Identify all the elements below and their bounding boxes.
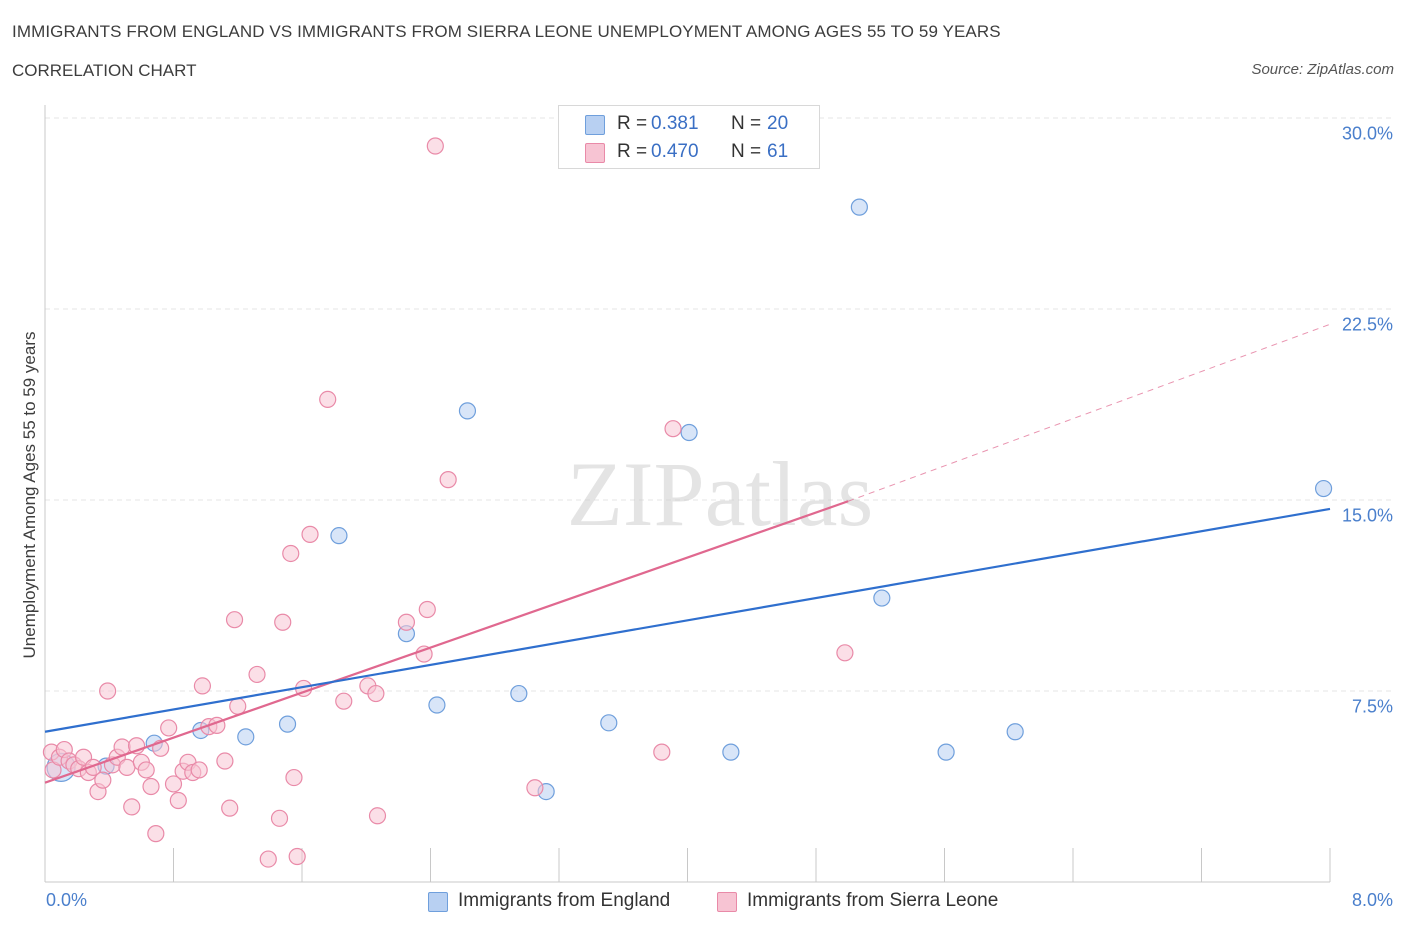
england-trend-line — [44, 507, 1331, 733]
sierra-leone-point — [288, 847, 306, 866]
n-label: N = — [731, 141, 762, 162]
source-label: Source: ZipAtlas.com — [1251, 61, 1394, 78]
x-tick-label-max: 8.0% — [1351, 890, 1393, 910]
sierra-leone-point — [190, 761, 208, 779]
sierra-leone-point — [164, 775, 183, 793]
sierra-leone-point — [397, 613, 416, 631]
england-point — [1006, 723, 1024, 741]
sierra-leone-point — [193, 677, 212, 695]
sierra-leone-point — [229, 697, 247, 715]
england-point — [278, 715, 297, 733]
sierra-leone-point — [118, 758, 136, 777]
sierra-leone-point — [526, 779, 544, 797]
sierra-leone-point — [169, 791, 187, 810]
sierra-leone-point — [319, 390, 337, 409]
england-swatch — [585, 115, 605, 135]
england-point — [722, 743, 740, 761]
england-point — [873, 589, 891, 607]
legend-label-sierra-leone: Immigrants from Sierra Leone — [747, 890, 999, 911]
n-value: 20 — [767, 113, 789, 134]
sierra-leone-point — [836, 644, 854, 662]
sierra-leone-point — [285, 768, 303, 787]
sierra-leone-swatch — [585, 143, 605, 163]
correlation-legend: R = 0.381 N = 20 R = 0.470 N = 61 — [558, 105, 820, 169]
chart-title: IMMIGRANTS FROM ENGLAND VS IMMIGRANTS FR… — [12, 22, 1001, 41]
r-value: 0.470 — [651, 141, 699, 162]
watermark: ZIPatlas — [567, 443, 874, 545]
sierra-leone-point — [367, 684, 385, 703]
sierra-leone-point — [123, 798, 141, 816]
sierra-leone-point — [301, 525, 319, 543]
sierra-leone-point — [94, 771, 112, 789]
chart-subtitle: CORRELATION CHART — [12, 61, 197, 80]
grid-lines — [45, 117, 1392, 692]
r-value: 0.381 — [651, 113, 699, 134]
y-tick-label: 22.5% — [1341, 314, 1393, 335]
r-label: R = — [617, 141, 648, 162]
england-point — [680, 423, 698, 442]
sierra-leone-point — [270, 809, 289, 827]
x-tick-label-min: 0.0% — [46, 890, 88, 910]
sierra-leone-point — [653, 743, 671, 761]
england-point — [237, 728, 255, 746]
sierra-leone-point — [439, 471, 457, 489]
sierra-leone-point — [426, 137, 444, 155]
sierra-leone-point — [282, 544, 300, 563]
sierra-leone-point — [137, 761, 155, 779]
y-tick-label: 7.5% — [1351, 696, 1393, 717]
sierra-leone-point — [99, 682, 117, 700]
n-value: 61 — [767, 141, 789, 162]
sierra-leone-trend-line — [44, 500, 849, 784]
r-label: R = — [617, 113, 648, 134]
sierra-leone-swatch — [717, 892, 737, 912]
sierra-leone-point — [418, 600, 436, 619]
trend-lines — [44, 323, 1331, 784]
sierra-leone-point — [259, 850, 277, 868]
england-point — [428, 696, 446, 714]
y-tick-label: 30.0% — [1341, 123, 1393, 144]
england-swatch — [428, 892, 448, 912]
y-tick-label: 15.0% — [1341, 505, 1393, 526]
n-label: N = — [731, 113, 762, 134]
sierra-leone-point — [335, 692, 353, 710]
england-point — [1314, 479, 1333, 498]
sierra-leone-point — [221, 799, 239, 817]
sierra-leone-point — [664, 420, 682, 438]
england-point — [510, 684, 528, 703]
legend-label-england: Immigrants from England — [458, 890, 671, 911]
y-axis-label: Unemployment Among Ages 55 to 59 years — [20, 331, 39, 659]
england-point — [850, 198, 868, 216]
sierra-leone-point — [248, 665, 266, 684]
england-point — [458, 402, 477, 420]
england-point — [330, 527, 348, 545]
sierra-leone-point — [160, 719, 178, 737]
sierra-leone-point — [415, 645, 433, 663]
england-point — [600, 714, 618, 732]
sierra-leone-point — [368, 807, 387, 825]
sierra-leone-point — [274, 613, 292, 631]
sierra-leone-point — [225, 611, 244, 629]
england-point — [937, 743, 955, 761]
axes — [44, 105, 1331, 883]
sierra-leone-point — [147, 825, 165, 843]
sierra-leone-point — [216, 752, 234, 770]
sierra-leone-point — [142, 777, 160, 796]
sierra-leone-trend-extension — [847, 323, 1331, 502]
